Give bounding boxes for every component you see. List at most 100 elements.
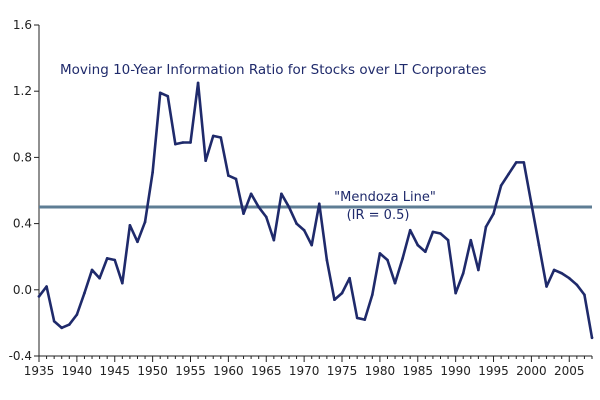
data-point [439,232,442,235]
data-point [45,285,48,288]
series-data-points [37,81,594,340]
data-point [166,94,170,98]
data-point [52,319,56,323]
data-point [90,268,94,272]
data-point [499,184,503,187]
x-axis-tick-labels: 1935 1940 1945 1950 1955 1960 1965 1970 1975 1980… [24,364,585,378]
data-point [219,136,223,139]
data-point [204,159,207,163]
data-point [355,316,359,320]
data-point [68,323,71,326]
data-point [128,223,132,227]
y-tick-label: 1.6 [13,18,32,32]
data-point [348,276,351,280]
data-point [60,326,64,330]
data-point [393,281,397,285]
mendoza-line-label: "Mendoza Line" [334,190,436,205]
data-point [446,238,450,242]
x-tick-label: 1985 [402,364,433,378]
data-point [105,257,109,260]
mendoza-line-sublabel: (IR = 0.5) [347,208,410,223]
data-point [211,134,215,138]
data-point [189,141,192,144]
data-point [272,238,276,242]
x-tick-label: 1950 [137,364,168,378]
data-point [310,243,314,247]
data-point [249,192,253,196]
data-point [317,202,321,206]
y-tick-label: 0.4 [13,217,32,231]
x-tick-label: 1975 [327,364,358,378]
data-point [575,283,579,287]
x-tick-label: 1995 [478,364,509,378]
data-point [522,161,526,164]
data-point [325,258,329,262]
data-point [234,177,238,181]
x-tick-label: 1945 [99,364,130,378]
data-point [560,271,563,275]
data-point [431,230,435,234]
data-point [469,238,473,242]
x-tick-label: 1935 [24,364,55,378]
data-point [83,291,86,295]
y-axis-tick-labels: -0.4 0.0 0.4 0.8 1.2 1.6 [9,18,32,363]
data-point [333,298,336,302]
x-tick-label: 1940 [62,364,93,378]
data-point [514,161,518,164]
data-point [484,225,488,229]
data-point [567,276,571,280]
data-point [363,318,367,321]
data-point [37,295,41,298]
data-point [507,172,510,176]
data-point [302,228,306,232]
x-tick-label: 1955 [175,364,206,378]
x-axis-ticks [38,356,593,362]
data-point [158,91,162,95]
data-point [461,271,465,275]
data-point [416,243,420,247]
data-point [75,313,79,316]
x-tick-label: 1980 [365,364,396,378]
y-tick-label: -0.4 [9,349,32,363]
y-tick-label: 0.8 [13,150,32,164]
data-point [477,268,480,272]
data-point [583,293,586,297]
data-point [295,222,298,225]
data-point [121,281,124,285]
data-point [340,291,344,295]
x-tick-label: 1965 [251,364,282,378]
data-point [537,243,541,247]
data-point [590,336,594,340]
data-point [545,285,548,288]
data-point [136,240,139,244]
data-point [424,250,427,254]
information-ratio-series-line [37,81,594,340]
y-axis-ticks [34,24,39,357]
data-point [454,291,457,295]
chart-title: Moving 10-Year Information Ratio for Sto… [60,62,486,78]
data-point [552,268,556,272]
data-point [408,228,412,232]
x-tick-label: 2000 [516,364,547,378]
data-point [492,212,495,215]
data-point [371,293,374,297]
y-tick-label: 0.0 [13,283,32,297]
data-point [113,258,117,262]
data-point [174,142,177,146]
data-point [151,170,154,174]
data-point [401,257,404,260]
data-point [227,174,230,177]
x-tick-label: 1970 [289,364,320,378]
data-point [257,205,260,209]
data-point [181,141,185,144]
x-tick-label: 2005 [554,364,585,378]
data-point [280,192,283,196]
y-tick-label: 1.2 [13,84,32,98]
data-point [196,81,200,85]
data-point [378,252,382,255]
data-point [386,258,389,262]
data-point [143,220,147,224]
data-point [98,276,101,280]
x-tick-label: 1990 [440,364,471,378]
